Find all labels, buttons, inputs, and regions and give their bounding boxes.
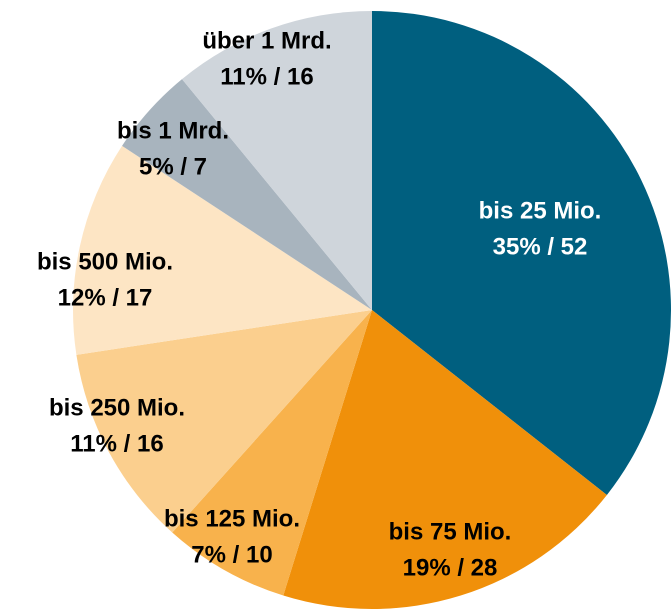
value-label: 11% / 16 xyxy=(70,430,163,457)
pie-slice xyxy=(76,310,372,533)
value-label: 12% / 17 xyxy=(58,284,153,311)
slice-label: bis 25 Mio. xyxy=(479,197,602,224)
pie-slice xyxy=(73,145,372,355)
slice-label: bis 75 Mio. xyxy=(389,518,512,545)
slice-label: bis 125 Mio. xyxy=(164,505,300,532)
value-label: 11% / 16 xyxy=(220,63,313,90)
slice-label: bis 1 Mrd. xyxy=(117,117,229,144)
value-label: 35% / 52 xyxy=(493,233,588,260)
pie-slice xyxy=(122,79,372,310)
pie-slice xyxy=(182,11,372,310)
slice-label: bis 500 Mio. xyxy=(37,248,173,275)
pie-slice xyxy=(283,310,607,609)
value-label: 19% / 28 xyxy=(403,554,498,581)
pie-slice xyxy=(372,11,671,495)
value-label: 5% / 7 xyxy=(139,153,207,180)
value-label: 7% / 10 xyxy=(191,541,272,568)
pie-slice xyxy=(172,310,372,596)
slice-label: bis 250 Mio. xyxy=(49,394,185,421)
slice-label: über 1 Mrd. xyxy=(202,27,331,54)
